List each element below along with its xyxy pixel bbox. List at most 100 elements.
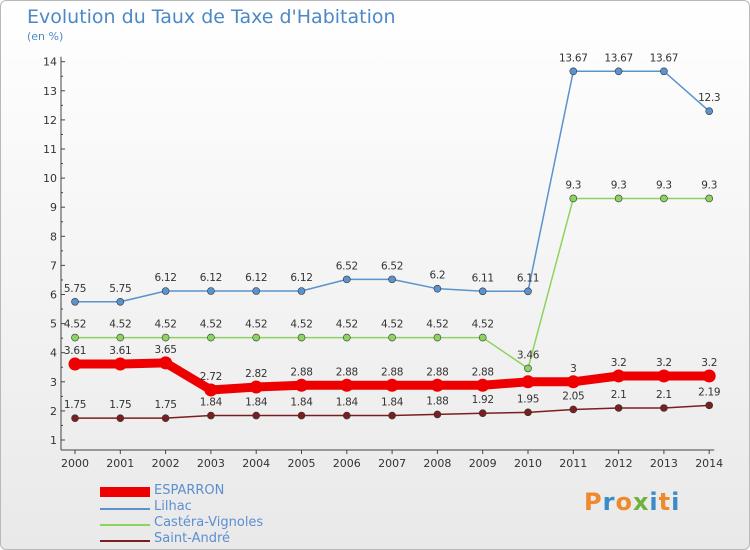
x-tick-label: 2000 [61, 457, 89, 470]
data-label-esparron: 3 [570, 363, 576, 375]
data-label-castera-vignoles: 4.52 [426, 319, 448, 331]
data-point-saint-andre [161, 414, 170, 422]
data-point-saint-andre [660, 404, 668, 412]
data-point-esparron [159, 356, 173, 370]
data-label-castera-vignoles: 4.52 [472, 319, 494, 331]
data-point-esparron [612, 369, 626, 383]
x-tick-label: 2004 [242, 457, 270, 470]
data-label-lilhac: 12.3 [698, 92, 720, 104]
data-label-castera-vignoles: 4.52 [336, 319, 358, 331]
data-label-esparron: 3.61 [64, 345, 86, 357]
chart-series [68, 67, 716, 422]
data-point-castera-vignoles [388, 333, 396, 342]
logo-letter: P [584, 488, 603, 516]
data-point-lilhac [569, 67, 578, 76]
y-tick-label: 6 [50, 289, 57, 302]
data-point-saint-andre [433, 410, 442, 419]
data-label-castera-vignoles: 4.52 [245, 319, 267, 331]
y-tick-label: 2 [50, 405, 57, 418]
data-point-castera-vignoles [342, 333, 351, 342]
data-label-lilhac: 13.67 [604, 52, 633, 64]
data-label-castera-vignoles: 9.3 [701, 179, 717, 191]
logo-letter: i [671, 488, 681, 516]
data-point-esparron [657, 369, 671, 383]
data-label-saint-andre: 2.1 [656, 389, 672, 401]
data-point-saint-andre [614, 404, 623, 412]
data-point-saint-andre [569, 405, 578, 414]
y-tick-label: 13 [43, 85, 57, 98]
data-label-esparron: 3.2 [701, 357, 717, 369]
y-tick-label: 3 [50, 376, 57, 389]
data-label-lilhac: 6.11 [517, 272, 539, 284]
data-point-lilhac [342, 275, 351, 284]
y-tick-label: 5 [50, 318, 57, 331]
data-label-lilhac: 13.67 [650, 52, 679, 64]
data-label-castera-vignoles: 9.3 [611, 179, 627, 191]
data-point-lilhac [614, 67, 623, 76]
legend-label-lilhac: Lilhac [154, 499, 192, 514]
data-point-esparron [385, 378, 399, 392]
data-label-lilhac: 6.11 [472, 272, 494, 284]
data-point-lilhac [478, 287, 487, 296]
data-label-castera-vignoles: 4.52 [381, 319, 403, 331]
data-point-lilhac [207, 287, 215, 295]
x-tick-label: 2009 [469, 457, 497, 470]
x-tick-label: 2012 [605, 457, 633, 470]
data-label-lilhac: 6.12 [155, 272, 177, 284]
proxiti-logo: Proxiti [584, 488, 680, 516]
data-point-saint-andre [71, 414, 79, 422]
data-point-castera-vignoles [297, 333, 306, 342]
data-label-castera-vignoles: 4.52 [290, 319, 312, 331]
x-tick-label: 2008 [423, 457, 451, 470]
data-point-lilhac [388, 275, 396, 284]
data-label-saint-andre: 1.75 [109, 399, 131, 411]
logo-letter: i [649, 488, 659, 516]
data-label-lilhac: 6.12 [200, 272, 222, 284]
data-label-saint-andre: 2.1 [611, 389, 627, 401]
data-point-lilhac [705, 107, 714, 115]
data-point-castera-vignoles [116, 333, 125, 342]
x-tick-label: 2001 [106, 457, 134, 470]
data-point-saint-andre [388, 411, 396, 420]
data-label-esparron: 2.88 [290, 366, 312, 378]
data-label-esparron: 3.65 [155, 344, 177, 356]
x-tick-label: 2011 [559, 457, 587, 470]
data-point-saint-andre [342, 411, 351, 420]
data-point-esparron [340, 378, 354, 392]
data-label-esparron: 2.72 [200, 371, 222, 383]
data-label-esparron: 2.88 [381, 366, 403, 378]
y-tick-label: 7 [50, 259, 57, 272]
data-point-esparron [521, 375, 535, 389]
data-label-castera-vignoles: 9.3 [565, 179, 581, 191]
data-label-castera-vignoles: 4.52 [64, 319, 86, 331]
data-label-castera-vignoles: 3.46 [517, 349, 540, 361]
x-tick-label: 2013 [650, 457, 678, 470]
y-tick-label: 9 [50, 201, 57, 214]
data-label-esparron: 3.2 [611, 357, 627, 369]
data-label-esparron: 2.88 [472, 366, 494, 378]
data-point-esparron [566, 375, 580, 389]
data-label-saint-andre: 1.84 [290, 397, 313, 409]
data-point-lilhac [524, 287, 532, 296]
data-label-saint-andre: 1.84 [336, 397, 359, 409]
legend-label-saint-andre: Saint-André [154, 531, 231, 546]
data-point-castera-vignoles [71, 333, 79, 342]
data-point-saint-andre [478, 409, 487, 418]
legend-swatch-lilhac [100, 508, 150, 510]
data-label-saint-andre: 1.75 [64, 399, 86, 411]
data-label-lilhac: 6.2 [429, 270, 445, 282]
data-point-esparron [295, 378, 308, 392]
legend-swatch-saint-andre [100, 540, 150, 542]
data-point-castera-vignoles [660, 194, 668, 203]
legend-label-castera-vignoles: Castéra-Vignoles [154, 515, 264, 530]
legend-swatch-castera-vignoles [100, 524, 150, 526]
data-point-esparron [113, 357, 127, 371]
data-label-saint-andre: 1.95 [517, 393, 539, 405]
data-label-lilhac: 5.75 [64, 283, 86, 295]
unit-label: (en %) [27, 30, 64, 43]
data-point-castera-vignoles [614, 194, 623, 203]
data-label-saint-andre: 1.84 [200, 397, 223, 409]
